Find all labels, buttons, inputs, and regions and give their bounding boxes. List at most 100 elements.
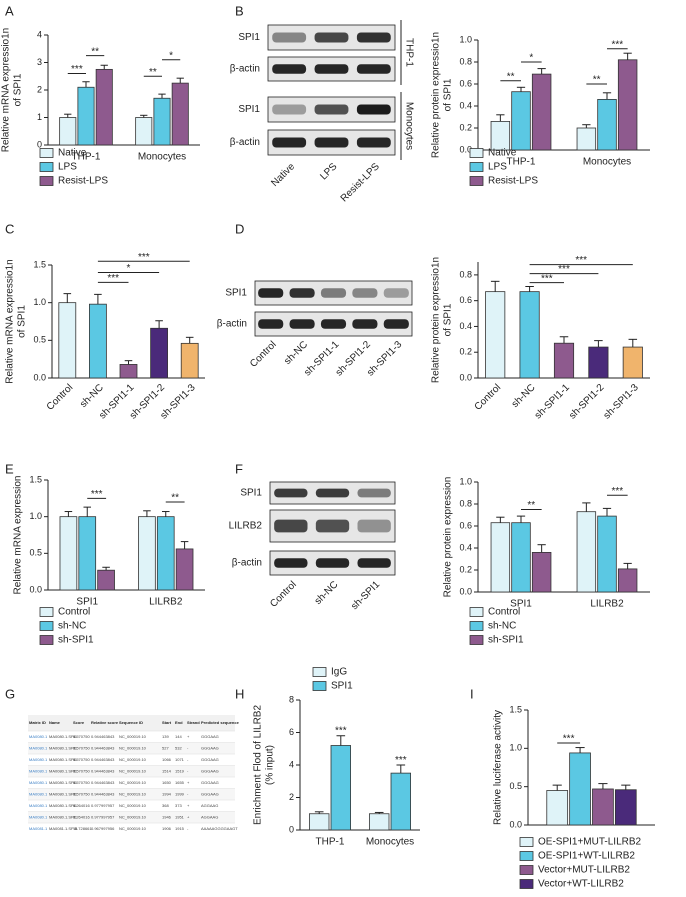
- table-cell: MA0080.1.SPI1: [49, 791, 78, 796]
- legend-label: Vector+MUT-LILRB2: [538, 865, 630, 876]
- table-cell: MA0080.1.SPI1: [49, 814, 78, 819]
- y-tick-label: 0.5: [509, 781, 522, 791]
- bar: [308, 813, 330, 831]
- blot-band: [320, 288, 347, 298]
- y-axis-label: Relative mRNA expressio1n: [5, 259, 16, 384]
- significance-label: **: [507, 71, 515, 82]
- bar: [617, 568, 638, 593]
- panel-label: C: [5, 221, 14, 236]
- y-tick-label: 0.4: [459, 100, 472, 110]
- y-tick-label: 0.6: [459, 78, 472, 88]
- legend-label: Control: [58, 607, 90, 618]
- table-cell: MA0080.1: [29, 757, 48, 762]
- y-tick-label: 1.0: [459, 476, 472, 486]
- legend-label: Resist-LPS: [488, 176, 538, 187]
- legend-swatch: [39, 162, 54, 172]
- legend-swatch: [469, 607, 484, 617]
- legend-label: sh-SPI1: [488, 635, 524, 646]
- y-axis-label: of SPI1: [17, 305, 28, 338]
- legend-label: IgG: [331, 667, 347, 678]
- table-header: End: [175, 720, 183, 725]
- bar: [156, 516, 175, 591]
- table-cell: MA0081.1.SPIB: [49, 826, 78, 831]
- table-cell: NC_000019.10: [119, 734, 147, 739]
- bar: [490, 121, 511, 151]
- legend-swatch: [39, 176, 54, 186]
- bar: [175, 548, 194, 591]
- bar: [617, 59, 638, 151]
- significance-label: ***: [558, 264, 570, 275]
- bar: [531, 552, 552, 593]
- table-cell: -: [187, 826, 189, 831]
- table-cell: 8.570750: [73, 757, 90, 762]
- bar: [511, 91, 531, 151]
- x-tick-label: Monocytes: [366, 837, 414, 848]
- y-tick-label: 0.8: [459, 269, 472, 279]
- significance-label: ***: [71, 64, 83, 75]
- table-cell: MA0080.1.SPI1: [49, 768, 78, 773]
- table-cell: 8.570750: [73, 791, 90, 796]
- legend-swatch: [469, 162, 484, 172]
- y-tick-label: 1.5: [33, 259, 46, 269]
- legend-label: SPI1: [331, 681, 353, 692]
- y-tick-label: 0.6: [459, 520, 472, 530]
- table-cell: AGGAAG: [201, 803, 218, 808]
- legend-label: LPS: [58, 162, 77, 173]
- y-axis-label: of SPI1: [443, 78, 454, 111]
- legend-swatch: [469, 635, 484, 645]
- legend-label: OE-SPI1+WT-LILRB2: [538, 851, 635, 862]
- table-cell: 0.944463843: [91, 734, 115, 739]
- table-cell: 373: [175, 803, 182, 808]
- y-tick-label: 0.0: [459, 372, 472, 382]
- y-axis-label: Relative mRNA expression: [13, 476, 24, 595]
- legend-label: LPS: [488, 162, 507, 173]
- y-axis-label: (% input): [265, 745, 276, 785]
- significance-label: *: [127, 263, 131, 274]
- table-cell: MA0080.1: [29, 768, 48, 773]
- bar: [119, 364, 138, 379]
- legend-swatch: [39, 635, 54, 645]
- y-tick-label: 0.5: [29, 548, 42, 558]
- y-tick-label: 2: [37, 84, 42, 94]
- significance-label: ***: [138, 252, 150, 263]
- bar: [614, 789, 637, 826]
- y-tick-label: 0.4: [459, 321, 472, 331]
- panel-label: A: [5, 3, 14, 18]
- bar: [153, 97, 171, 146]
- y-tick-label: 0: [289, 824, 294, 834]
- bar: [59, 117, 77, 146]
- blot-band: [356, 64, 391, 74]
- table-header: Strand: [187, 720, 200, 725]
- table-cell: -: [187, 768, 189, 773]
- y-tick-label: 0.0: [33, 372, 46, 382]
- blot-band: [274, 488, 308, 498]
- legend-swatch: [312, 667, 327, 677]
- legend-swatch: [519, 851, 534, 861]
- y-tick-label: 0.4: [459, 542, 472, 552]
- y-axis-label: of SPI1: [13, 73, 24, 106]
- table-cell: 1951: [175, 814, 185, 819]
- table-cell: MA0080.1: [29, 803, 48, 808]
- table-cell: NC_000019.10: [119, 826, 147, 831]
- blot-band: [383, 288, 409, 298]
- significance-label: ***: [335, 726, 347, 737]
- y-tick-label: 0.0: [509, 819, 522, 829]
- table-cell: 8.570750: [73, 745, 90, 750]
- bar: [597, 515, 617, 593]
- legend-swatch: [469, 176, 484, 186]
- bar: [622, 346, 643, 379]
- table-cell: 368: [162, 803, 169, 808]
- bar: [569, 752, 591, 826]
- table-cell: 1915: [175, 826, 185, 831]
- table-cell: 0.967997956: [91, 826, 115, 831]
- y-tick-label: 1.0: [509, 743, 522, 753]
- y-tick-label: 1.5: [509, 704, 522, 714]
- table-cell: MA0081.1: [29, 826, 48, 831]
- y-axis-label: Relative protein expression: [443, 477, 454, 598]
- blot-band: [357, 488, 391, 498]
- blot-band: [352, 288, 378, 298]
- x-tick-label: THP-1: [316, 837, 345, 848]
- blot-band: [258, 319, 284, 329]
- table-cell: 532: [175, 745, 182, 750]
